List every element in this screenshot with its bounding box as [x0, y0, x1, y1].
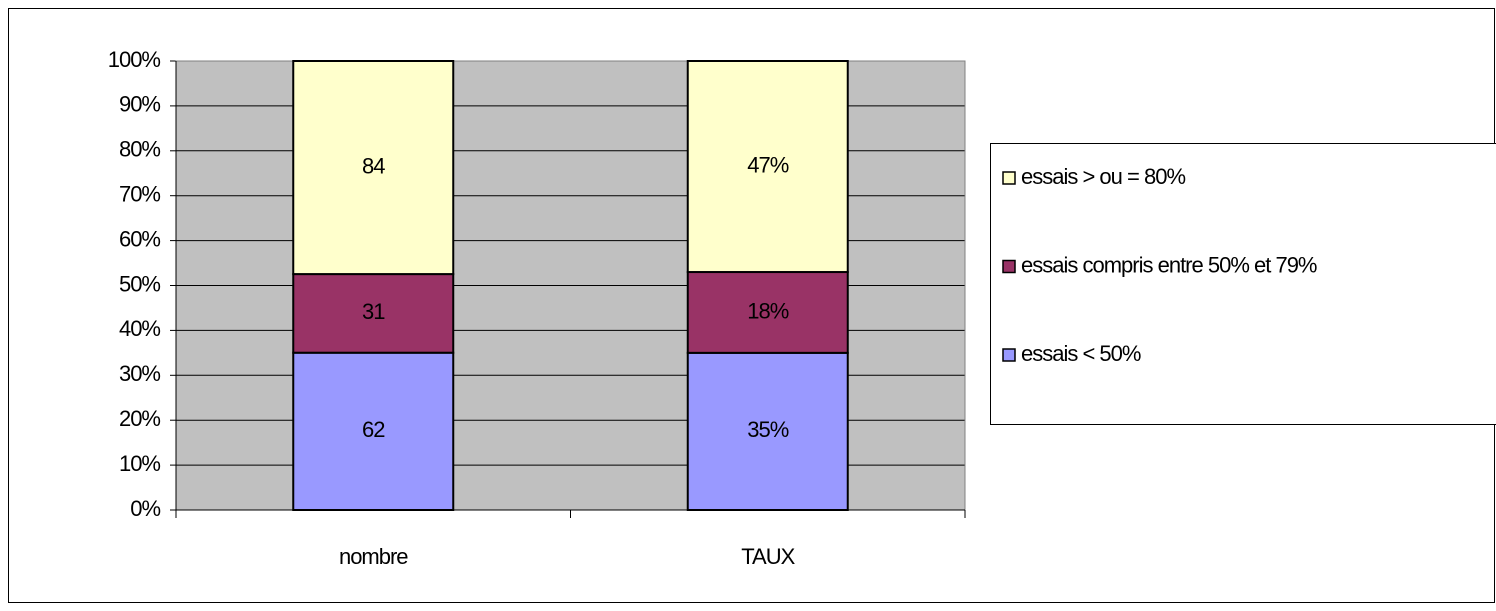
- legend-label: essais < 50%: [1021, 341, 1141, 366]
- y-tick-label: 40%: [119, 316, 160, 341]
- x-tick-label: nombre: [339, 544, 408, 569]
- bar-segment: [292, 60, 455, 276]
- legend-box: [990, 143, 1496, 425]
- legend-label: essais compris entre 50% et 79%: [1021, 252, 1317, 277]
- y-tick-label: 10%: [119, 451, 160, 476]
- value-label: 84: [362, 153, 385, 178]
- y-tick-label: 80%: [119, 137, 160, 162]
- value-label: 31: [362, 299, 385, 324]
- y-tick-label: 0%: [130, 496, 160, 521]
- bar-segment: [686, 271, 849, 354]
- y-tick-label: 30%: [119, 361, 160, 386]
- bar-segment: [686, 60, 849, 274]
- value-label: 47%: [747, 152, 788, 177]
- legend-swatch: [1002, 171, 1016, 185]
- y-tick-label: 20%: [119, 406, 160, 431]
- bar-segment: [292, 273, 455, 354]
- bar-segment: [292, 351, 455, 512]
- y-tick-label: 50%: [119, 271, 160, 296]
- value-label: 18%: [747, 298, 788, 323]
- y-tick-label: 100%: [108, 47, 161, 72]
- legend-swatch: [1002, 259, 1016, 274]
- legend-label: essais > ou = 80%: [1021, 164, 1185, 189]
- y-tick-label: 90%: [119, 92, 160, 117]
- y-tick-label: 60%: [119, 226, 160, 251]
- legend-swatch: [1002, 348, 1016, 362]
- x-tick-label: TAUX: [741, 544, 795, 569]
- bar-segment: [686, 351, 849, 511]
- value-label: 62: [362, 417, 385, 442]
- y-tick-label: 70%: [119, 182, 160, 207]
- value-label: 35%: [747, 417, 788, 442]
